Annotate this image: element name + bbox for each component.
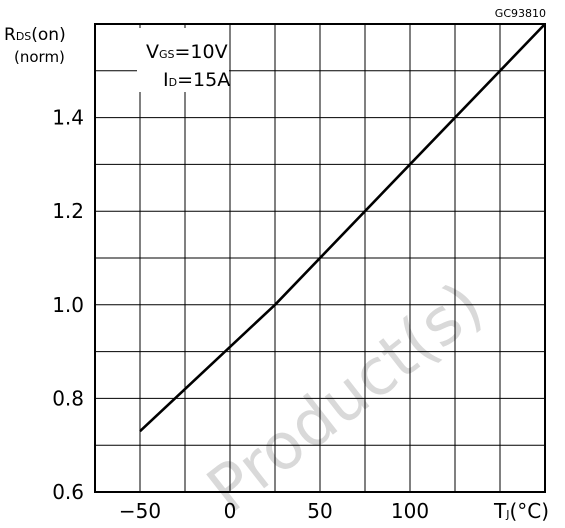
figure-id: GC93810 bbox=[495, 7, 546, 20]
y-tick-label: 0.8 bbox=[52, 386, 84, 410]
y-axis-label-unit: (norm) bbox=[14, 48, 65, 66]
y-tick-label: 1.2 bbox=[52, 199, 84, 223]
y-tick-label: 1.4 bbox=[52, 106, 84, 130]
x-axis-label: TJ(°C) bbox=[493, 499, 549, 523]
condition-vgs: VGS=10V bbox=[146, 41, 228, 63]
series-line-0 bbox=[139, 23, 546, 433]
x-tick-labels: −50 0 50 100 bbox=[119, 499, 429, 523]
y-tick-label: 0.6 bbox=[52, 480, 84, 504]
plot-area-frame bbox=[94, 23, 546, 493]
condition-id: ID=15A bbox=[163, 69, 230, 91]
x-tick-label: 0 bbox=[224, 499, 237, 523]
x-tick-label: 50 bbox=[307, 499, 332, 523]
x-tick-label: 100 bbox=[391, 499, 429, 523]
conditions-box bbox=[137, 28, 229, 92]
x-tick-label: −50 bbox=[119, 499, 161, 523]
y-tick-label: 1.0 bbox=[52, 293, 84, 317]
series-group bbox=[139, 23, 546, 433]
y-axis-label: RDS(on) bbox=[4, 25, 66, 45]
y-tick-labels: 0.6 0.8 1.0 1.2 1.4 bbox=[52, 106, 84, 504]
